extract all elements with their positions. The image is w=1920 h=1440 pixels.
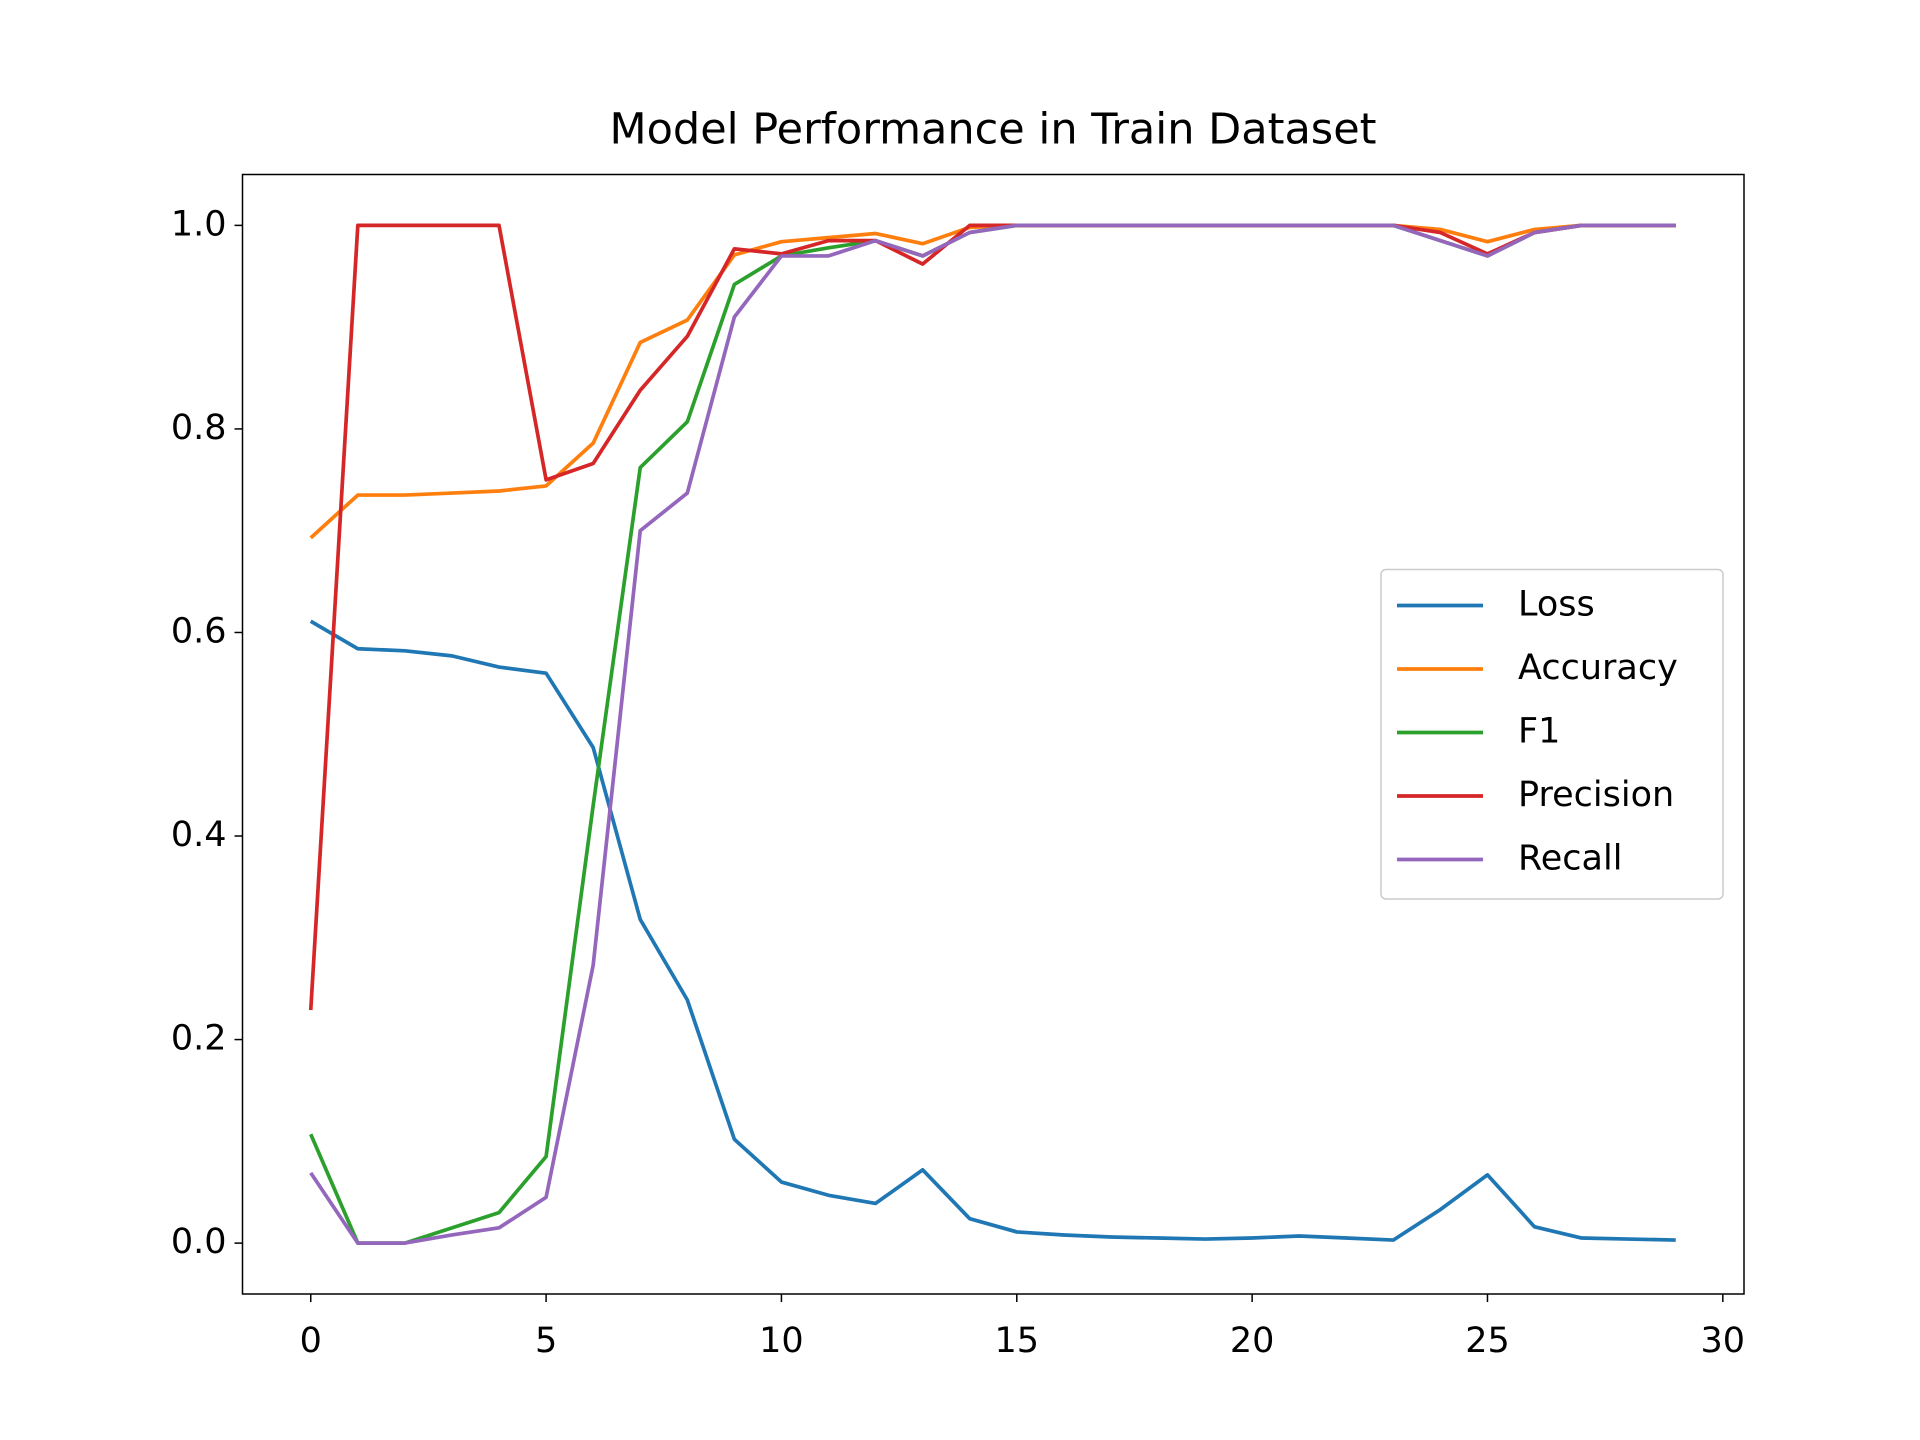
series-line [309, 223, 1676, 1245]
y-tick-label: 0.0 [171, 1222, 227, 1262]
y-tick-label: 1.0 [171, 204, 227, 244]
legend-label: Accuracy [1518, 648, 1678, 688]
legend-label: Loss [1518, 585, 1595, 625]
x-tick-label: 5 [535, 1321, 557, 1361]
x-tick-label: 20 [1230, 1321, 1275, 1361]
y-tick-label: 0.8 [171, 408, 227, 448]
plot-frame [241, 173, 1745, 1295]
series-line [309, 619, 1676, 1242]
legend: Loss Accuracy F1 Precision Recall [1380, 568, 1724, 900]
legend-label: F1 [1518, 712, 1560, 752]
chart-title: Model Performance in Train Dataset [609, 105, 1376, 155]
y-tick-label: 0.6 [171, 611, 227, 651]
x-tick-label: 10 [759, 1321, 804, 1361]
x-tick-label: 0 [300, 1321, 322, 1361]
legend-box [1380, 568, 1724, 900]
y-tick-label: 0.4 [171, 815, 227, 855]
x-tick-label: 30 [1701, 1321, 1746, 1361]
legend-label: Precision [1518, 775, 1674, 815]
y-tick-label: 0.2 [171, 1019, 227, 1059]
x-tick-label: 25 [1465, 1321, 1510, 1361]
x-tick-label: 15 [995, 1321, 1040, 1361]
legend-label: Recall [1518, 839, 1622, 879]
series-line [309, 223, 1676, 540]
series-line [308, 223, 1676, 1011]
